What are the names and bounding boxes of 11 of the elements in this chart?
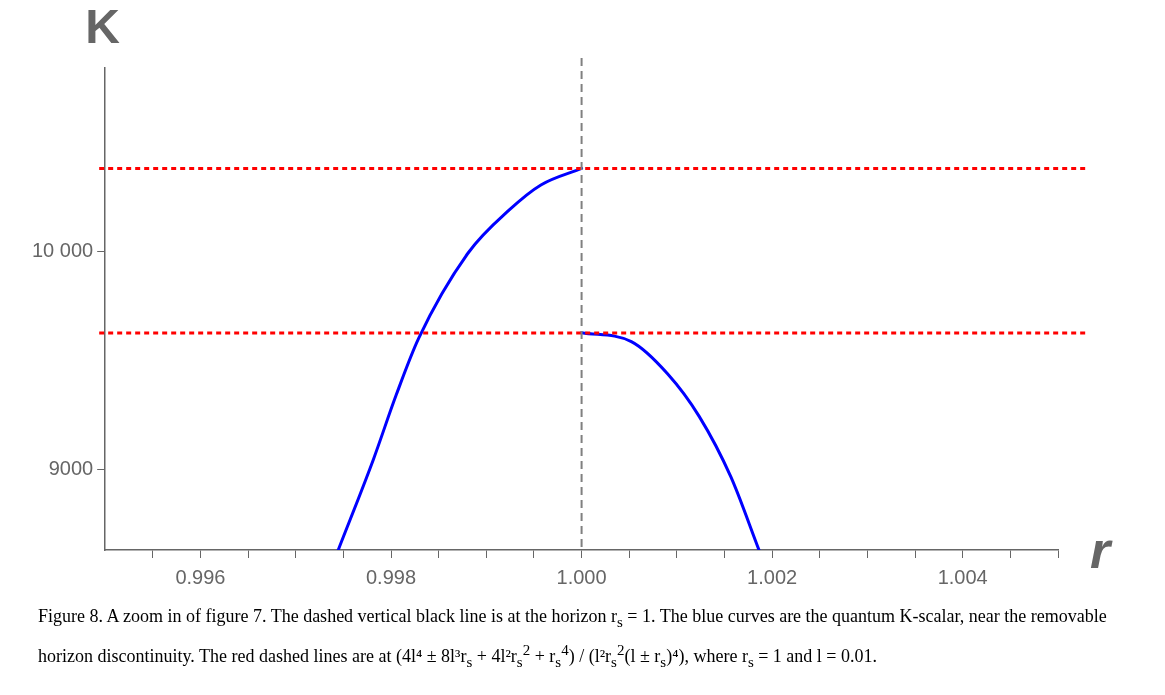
x-tick-label: 1.002 <box>747 565 798 588</box>
y-tick-label: 9000 <box>48 456 94 479</box>
line-series <box>580 331 761 550</box>
x-tick-label: 1.000 <box>556 565 607 588</box>
x-tick-label: 0.996 <box>175 565 226 588</box>
x-tick-label: 1.004 <box>937 565 988 588</box>
x-tick-label: 0.998 <box>365 565 417 588</box>
x-axis-title: r <box>1090 521 1113 580</box>
y-tick-label: 10 000 <box>32 239 94 262</box>
text: Figure 8. A zoom in of figure 7. The dashed vertical black line is at the horizon r$_{s}$ = 1. The blue curves are the quantum K-scalar, near the removable horizon discontinuity. The red dashed lines are at (4l⁴ ± 8l³r$_{s}$ + 4l²r$_{s}$$^{2}$ + r$_{s}$$^{4}$) / (l²r$_{s}$$^{2}$(l ± r$_{s}$)⁴), where r$_{s}$ = 1 and l = 0.01. <box>38 606 1107 670</box>
y-axis-title: K <box>85 0 121 54</box>
